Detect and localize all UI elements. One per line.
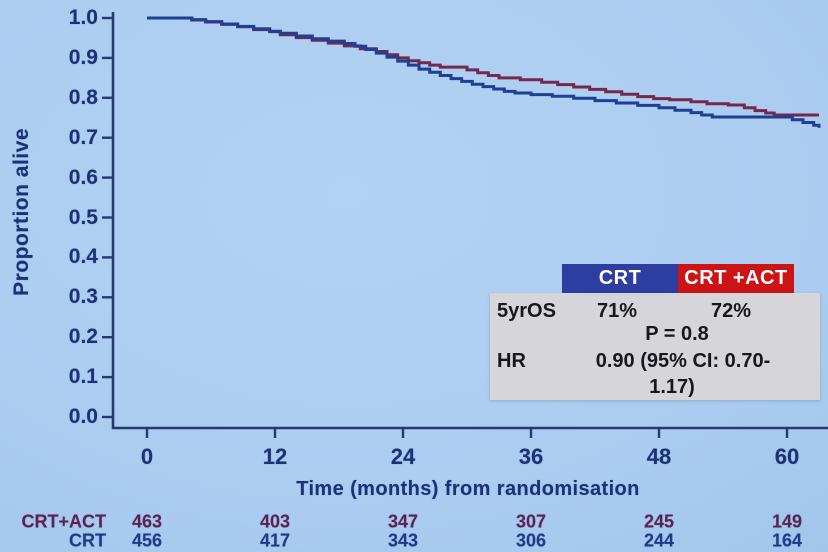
stats-p-value: P = 0.8 bbox=[645, 323, 709, 345]
stats-os-crt-act: 72% bbox=[710, 300, 752, 322]
y-tick-label: 0.4 bbox=[68, 245, 98, 269]
risk-count: 307 bbox=[515, 511, 547, 532]
risk-count: 403 bbox=[259, 511, 291, 532]
legend-header-crt: CRT bbox=[562, 264, 678, 293]
y-tick-label: 0.7 bbox=[68, 125, 98, 149]
x-tick-label: 60 bbox=[774, 444, 800, 469]
x-tick-label: 24 bbox=[390, 444, 416, 469]
risk-count: 343 bbox=[387, 530, 419, 551]
stats-hr-value-cont: 1.17) bbox=[649, 376, 695, 398]
risk-count: 417 bbox=[259, 530, 291, 551]
x-tick-label: 12 bbox=[262, 444, 288, 469]
risk-count: 164 bbox=[771, 530, 803, 551]
y-tick-label: 0.6 bbox=[68, 165, 98, 189]
y-tick-label: 0.2 bbox=[68, 325, 98, 349]
stats-os-crt: 71% bbox=[596, 300, 638, 322]
y-tick-label: 0.9 bbox=[68, 45, 98, 69]
y-tick-label: 0.5 bbox=[68, 205, 98, 229]
y-tick-label: 0.0 bbox=[68, 405, 98, 428]
x-tick-label: 0 bbox=[140, 444, 154, 469]
legend-header-crt-act: CRT +ACT bbox=[678, 264, 794, 293]
y-tick-label: 0.1 bbox=[68, 365, 98, 389]
x-tick-label: 36 bbox=[518, 444, 544, 469]
risk-count: 149 bbox=[771, 511, 803, 532]
y-tick-label: 0.8 bbox=[68, 85, 98, 109]
km-curve-crt bbox=[147, 16, 821, 128]
y-tick-label: 1.0 bbox=[68, 6, 98, 29]
stats-hr-value: 0.90 (95% CI: 0.70- bbox=[595, 350, 771, 372]
risk-count: 347 bbox=[387, 511, 419, 532]
stats-os-label: 5yrOS bbox=[497, 300, 556, 322]
risk-count: 245 bbox=[643, 511, 675, 532]
stats-box: 5yrOS 71% 72% P = 0.8 HR 0.90 (95% CI: 0… bbox=[490, 293, 820, 400]
axes-line bbox=[111, 12, 828, 430]
km-curve-crt-act bbox=[147, 16, 819, 117]
y-axis-title: Proportion alive bbox=[10, 128, 33, 296]
risk-row-label: CRT bbox=[69, 530, 106, 551]
risk-count: 463 bbox=[131, 511, 163, 532]
risk-count: 244 bbox=[643, 530, 675, 551]
x-tick-label: 48 bbox=[646, 444, 672, 469]
x-axis-title: Time (months) from randomisation bbox=[296, 478, 640, 500]
risk-row-label: CRT+ACT bbox=[21, 511, 107, 532]
y-tick-label: 0.3 bbox=[68, 285, 98, 309]
stats-hr-label: HR bbox=[497, 350, 526, 372]
risk-count: 456 bbox=[131, 530, 163, 551]
risk-count: 306 bbox=[515, 530, 547, 551]
